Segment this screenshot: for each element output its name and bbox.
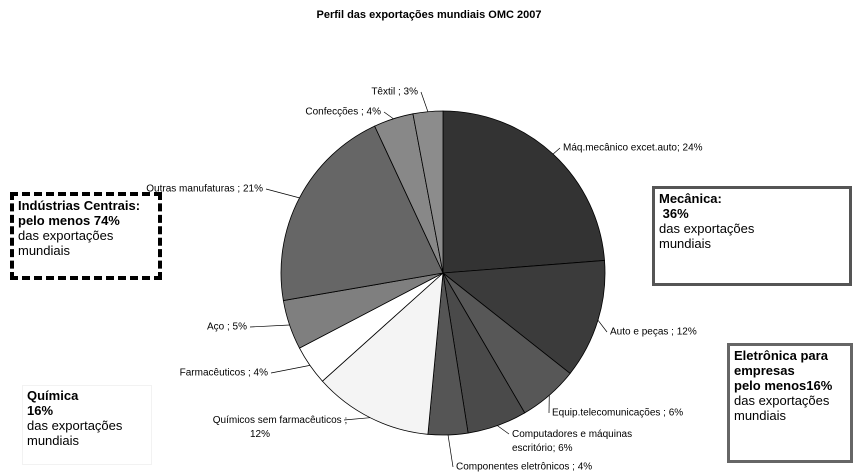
data-label: Componentes eletrônicos ; 4% bbox=[456, 462, 592, 473]
pie-slice bbox=[321, 272, 444, 435]
data-label: Têxtil ; 3% bbox=[371, 87, 418, 98]
leader-line bbox=[249, 324, 290, 328]
data-label: Equip.telecomunicações ; 6% bbox=[552, 408, 683, 419]
annotation-line: Mecânica: bbox=[659, 191, 722, 206]
leader-line bbox=[447, 434, 454, 468]
annotation-line: empresas bbox=[734, 363, 795, 378]
data-label: Químicos sem farmacêuticos ; 12% bbox=[213, 415, 347, 440]
annotation-line: mundiais bbox=[18, 243, 71, 258]
data-label: Computadores e máquinas escritório; 6% bbox=[512, 429, 632, 454]
data-label: Confecções ; 4% bbox=[305, 107, 381, 118]
annotation-line: das exportações bbox=[27, 418, 123, 433]
annotation-line: das exportações bbox=[734, 393, 830, 408]
data-label: Máq.mecânico excet.auto; 24% bbox=[563, 143, 703, 154]
leader-line bbox=[597, 319, 608, 333]
annotation-line: mundiais bbox=[27, 433, 80, 448]
annotation-line: 36% bbox=[659, 206, 689, 221]
leader-line bbox=[497, 425, 510, 435]
annotation-line: Indústrias Centrais: bbox=[18, 198, 141, 213]
leader-line bbox=[420, 91, 429, 112]
leader-line bbox=[383, 111, 394, 120]
annotation-box: Indústrias Centrais: pelo menos 74% das ex… bbox=[10, 192, 162, 280]
annotation-line: das exportações bbox=[659, 221, 755, 236]
annotation-box: Mecânica: 36% das exportações mundiais bbox=[652, 186, 852, 286]
annotation-line: das exportações bbox=[18, 228, 114, 243]
annotation-line: Eletrônica para bbox=[734, 348, 828, 363]
annotation-line: pelo menos16% bbox=[734, 378, 833, 393]
annotation-line: Química bbox=[27, 388, 79, 403]
leader-line bbox=[552, 147, 561, 155]
data-label: Aço ; 5% bbox=[207, 322, 247, 333]
leader-line bbox=[270, 365, 310, 374]
annotation-box: Química 16% das exportações mundiais bbox=[22, 385, 152, 465]
annotation-line: pelo menos 74% bbox=[18, 213, 120, 228]
data-label: Outras manufaturas ; 21% bbox=[146, 184, 263, 195]
pie-slice bbox=[441, 259, 606, 375]
leader-line bbox=[343, 417, 371, 421]
annotation-line: mundiais bbox=[659, 236, 712, 251]
pie-slice bbox=[280, 125, 444, 302]
leader-line bbox=[265, 188, 300, 199]
chart-title: Perfil das exportações mundiais OMC 2007 bbox=[317, 9, 542, 21]
annotation-box: Eletrônica para empresas pelo menos16% das … bbox=[727, 343, 853, 463]
data-label: Auto e peças ; 12% bbox=[610, 327, 697, 338]
pie-slice bbox=[442, 110, 605, 274]
annotation-line: 16% bbox=[27, 403, 54, 418]
data-label: Farmacêuticos ; 4% bbox=[180, 368, 268, 379]
annotation-line: mundiais bbox=[734, 408, 787, 423]
